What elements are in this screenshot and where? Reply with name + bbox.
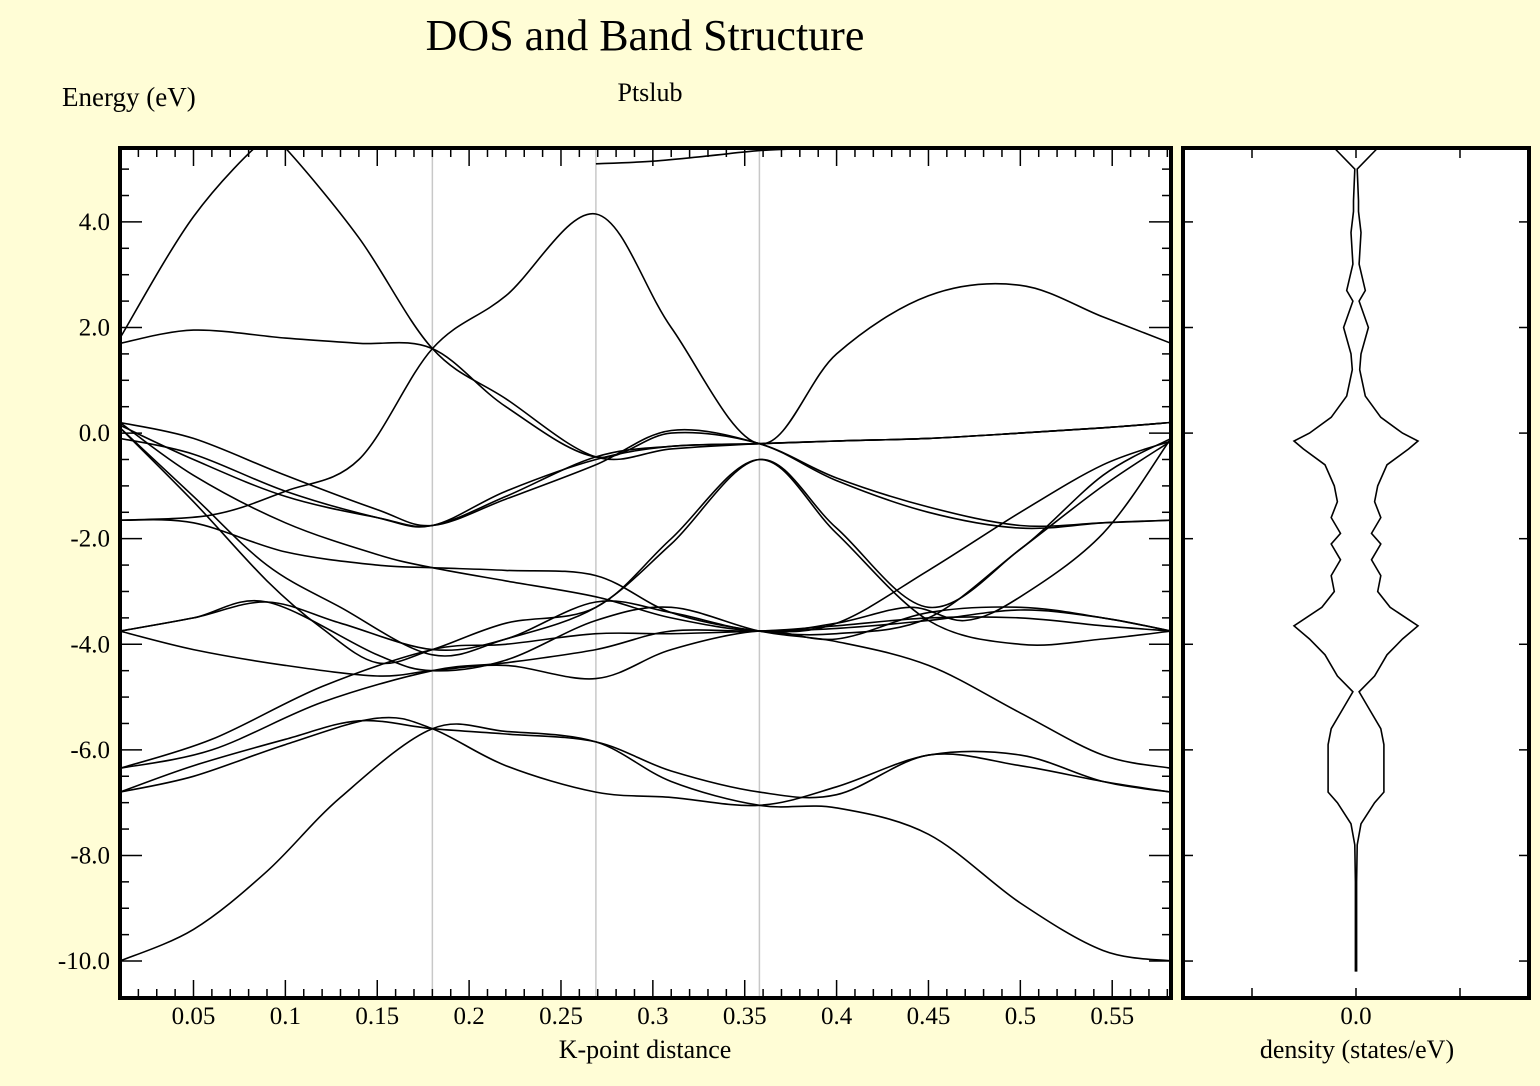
chart-subtitle: Ptslub (617, 78, 683, 107)
band-series-3 (120, 719, 1171, 799)
plot-frame (118, 146, 1173, 1000)
x-tick-label: 0.55 (1090, 1003, 1134, 1030)
dos-background (1183, 148, 1529, 998)
y-tick-label: 0.0 (79, 420, 110, 447)
x-tick-label: 0.25 (539, 1003, 583, 1030)
dos-curve-left (1292, 147, 1357, 972)
dos-panel: 0.0 (1181, 146, 1531, 1030)
band-series-1 (120, 723, 1171, 962)
band-structure-panel: 0.05 0.1 0.15 0.2 0.25 0.3 0.35 0.4 0.45 0.5 0.55 4… (58, 146, 1173, 1030)
x-tick-label: 0.2 (453, 1003, 484, 1030)
x-axis-label: K-point distance (559, 1035, 732, 1064)
band-lines (120, 148, 1171, 962)
y-tick-label: -2.0 (70, 526, 110, 553)
y-tick-label: -8.0 (70, 842, 110, 869)
x-tick-label: 0.4 (821, 1003, 853, 1030)
y-axis-label: Energy (eV) (62, 82, 196, 112)
band-series-12 (120, 421, 1171, 633)
chart-title: DOS and Band Structure (425, 11, 865, 60)
x-tick-label: 0.5 (1005, 1003, 1036, 1030)
band-series-18 (120, 421, 1171, 528)
x-tick-label: 0.35 (723, 1003, 767, 1030)
y-tick-label: -4.0 (70, 631, 110, 658)
dos-x-tick-label: 0.0 (1340, 1003, 1371, 1030)
dos-curve-right (1355, 147, 1420, 972)
band-series-2 (120, 716, 1171, 807)
dos-x-axis-label: density (states/eV) (1260, 1035, 1454, 1064)
y-tick-label: -10.0 (58, 948, 110, 975)
x-tick-label: 0.45 (907, 1003, 951, 1030)
band-series-5 (120, 609, 1171, 770)
y-tick-label: 2.0 (79, 315, 110, 342)
band-series-7 (120, 606, 1171, 680)
band-series-15 (120, 329, 1171, 530)
x-tick-label: 0.1 (270, 1003, 301, 1030)
y-tick-label: 4.0 (79, 209, 110, 236)
band-series-13 (120, 213, 1171, 521)
band-series-16 (120, 421, 1171, 528)
x-tick-label: 0.15 (355, 1003, 399, 1030)
plot-background (120, 148, 1171, 998)
y-tick-label: -6.0 (70, 737, 110, 764)
x-tick-label: 0.3 (637, 1003, 668, 1030)
x-tick-label: 0.05 (172, 1003, 216, 1030)
band-series-4 (120, 616, 1171, 770)
band-series-11 (120, 440, 1171, 636)
